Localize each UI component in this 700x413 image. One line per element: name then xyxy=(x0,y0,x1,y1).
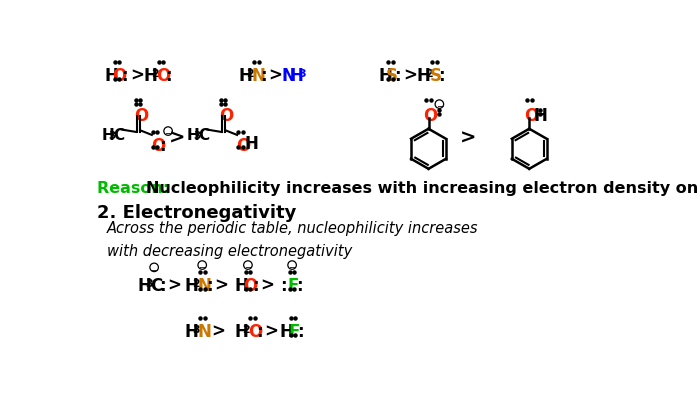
Text: H: H xyxy=(378,66,392,84)
Text: >: > xyxy=(404,66,418,84)
Text: −: − xyxy=(164,128,172,137)
Text: >: > xyxy=(268,66,282,84)
Text: :: : xyxy=(256,322,263,340)
Text: −: − xyxy=(244,262,252,271)
Text: H: H xyxy=(184,276,198,294)
Text: O: O xyxy=(423,107,438,125)
Text: C: C xyxy=(198,128,209,143)
Text: :: : xyxy=(159,276,165,294)
Text: Reason:: Reason: xyxy=(97,180,175,195)
Text: −: − xyxy=(435,101,443,110)
Text: F: F xyxy=(288,322,300,340)
Text: 3: 3 xyxy=(108,130,116,140)
Text: >: > xyxy=(264,322,278,340)
Text: >: > xyxy=(260,276,274,294)
Text: H: H xyxy=(533,107,547,124)
Text: 2. Electronegativity: 2. Electronegativity xyxy=(97,203,296,221)
Text: :: : xyxy=(296,276,302,294)
Text: O: O xyxy=(219,107,234,125)
Text: 3: 3 xyxy=(146,278,153,288)
Text: −: − xyxy=(199,262,206,271)
Text: :: : xyxy=(252,276,258,294)
Text: −: − xyxy=(150,264,158,273)
Text: N: N xyxy=(197,276,211,294)
Text: :: : xyxy=(206,276,213,294)
Text: O: O xyxy=(248,322,262,340)
Text: :: : xyxy=(165,66,172,84)
Text: N: N xyxy=(252,66,266,84)
Text: H: H xyxy=(417,66,430,84)
Text: C: C xyxy=(150,276,162,294)
Text: 2: 2 xyxy=(246,69,254,79)
Text: :: : xyxy=(394,66,401,84)
Text: H: H xyxy=(280,322,293,340)
Text: 2: 2 xyxy=(192,278,200,288)
Text: O: O xyxy=(157,66,171,84)
Text: :: : xyxy=(121,66,127,84)
Text: C: C xyxy=(113,128,124,143)
Text: H: H xyxy=(290,66,304,84)
Text: H: H xyxy=(138,276,152,294)
Text: S: S xyxy=(386,66,398,84)
Text: H: H xyxy=(184,322,198,340)
Text: O: O xyxy=(524,107,538,125)
Text: H: H xyxy=(244,135,258,153)
Text: >: > xyxy=(459,128,476,147)
Text: H: H xyxy=(104,66,118,84)
Text: O: O xyxy=(134,107,148,125)
Text: 3: 3 xyxy=(298,69,306,79)
Text: 2: 2 xyxy=(151,69,159,79)
Text: F: F xyxy=(288,276,299,294)
Text: O: O xyxy=(237,137,251,155)
Text: 3: 3 xyxy=(194,130,201,140)
Text: >: > xyxy=(214,276,228,294)
Text: H: H xyxy=(234,322,248,340)
Text: :: : xyxy=(260,66,267,84)
Text: H: H xyxy=(239,66,253,84)
Text: H: H xyxy=(144,66,158,84)
Text: Nucleophilicity increases with increasing electron density on an atom: Nucleophilicity increases with increasin… xyxy=(146,180,700,195)
Text: 2: 2 xyxy=(242,325,251,335)
Text: O: O xyxy=(151,137,165,155)
Text: −: − xyxy=(288,262,296,271)
Text: 2: 2 xyxy=(425,69,433,79)
Text: :: : xyxy=(439,66,445,84)
Text: N: N xyxy=(281,66,295,84)
Text: O: O xyxy=(112,66,127,84)
Text: 3: 3 xyxy=(192,325,199,335)
Text: H: H xyxy=(187,128,199,143)
Text: S: S xyxy=(430,66,442,84)
Text: >: > xyxy=(130,66,144,84)
Text: N: N xyxy=(197,322,211,340)
Text: >: > xyxy=(211,322,225,340)
Text: O: O xyxy=(244,276,258,294)
Text: :: : xyxy=(160,137,166,155)
Text: >: > xyxy=(169,128,186,147)
Text: H: H xyxy=(102,128,114,143)
Text: >: > xyxy=(167,276,181,294)
Text: H: H xyxy=(234,276,248,294)
Text: :: : xyxy=(280,276,286,294)
Text: Across the periodic table, nucleophilicity increases
with decreasing electronega: Across the periodic table, nucleophilici… xyxy=(107,220,478,259)
Text: :: : xyxy=(297,322,303,340)
